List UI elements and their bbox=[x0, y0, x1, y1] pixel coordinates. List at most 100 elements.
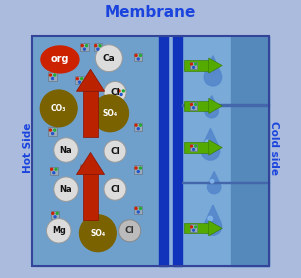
Polygon shape bbox=[209, 221, 222, 236]
Circle shape bbox=[88, 207, 91, 209]
Text: SO₄: SO₄ bbox=[90, 229, 105, 238]
Text: SO₄: SO₄ bbox=[102, 109, 118, 118]
FancyBboxPatch shape bbox=[50, 167, 58, 175]
FancyBboxPatch shape bbox=[48, 128, 57, 136]
Circle shape bbox=[97, 48, 99, 50]
Circle shape bbox=[76, 78, 78, 80]
Polygon shape bbox=[202, 128, 219, 147]
Polygon shape bbox=[206, 96, 218, 108]
Text: Cl: Cl bbox=[110, 147, 120, 156]
Bar bbox=[82, 175, 98, 220]
Circle shape bbox=[104, 81, 126, 103]
FancyBboxPatch shape bbox=[48, 72, 57, 81]
Polygon shape bbox=[76, 69, 105, 91]
Circle shape bbox=[95, 45, 97, 47]
Circle shape bbox=[122, 90, 124, 92]
Circle shape bbox=[191, 104, 192, 105]
Circle shape bbox=[51, 168, 53, 170]
FancyBboxPatch shape bbox=[134, 53, 142, 61]
Circle shape bbox=[193, 148, 194, 150]
Bar bbox=[182, 36, 269, 266]
Polygon shape bbox=[76, 152, 105, 175]
Text: Cl: Cl bbox=[125, 226, 135, 235]
Circle shape bbox=[191, 226, 192, 228]
FancyBboxPatch shape bbox=[190, 224, 197, 232]
Bar bbox=[184, 142, 209, 153]
FancyBboxPatch shape bbox=[75, 76, 84, 85]
Text: Membrane: Membrane bbox=[105, 6, 196, 21]
FancyBboxPatch shape bbox=[134, 165, 142, 174]
Circle shape bbox=[54, 216, 56, 218]
Polygon shape bbox=[205, 56, 221, 73]
Circle shape bbox=[88, 124, 91, 126]
FancyBboxPatch shape bbox=[190, 144, 197, 152]
Circle shape bbox=[93, 124, 95, 126]
Text: CO₃: CO₃ bbox=[51, 104, 67, 113]
Text: Na: Na bbox=[60, 185, 72, 194]
Circle shape bbox=[91, 128, 93, 130]
Circle shape bbox=[51, 133, 54, 135]
FancyBboxPatch shape bbox=[117, 88, 125, 97]
Circle shape bbox=[195, 63, 197, 65]
Text: Cold side: Cold side bbox=[269, 121, 279, 175]
Circle shape bbox=[204, 68, 222, 86]
Circle shape bbox=[208, 104, 211, 107]
Circle shape bbox=[195, 226, 197, 228]
Text: Cl: Cl bbox=[110, 185, 120, 194]
FancyBboxPatch shape bbox=[190, 102, 197, 110]
Polygon shape bbox=[209, 140, 222, 155]
Circle shape bbox=[83, 169, 85, 171]
Circle shape bbox=[49, 74, 51, 76]
Circle shape bbox=[52, 212, 54, 214]
Circle shape bbox=[53, 172, 55, 174]
Circle shape bbox=[207, 180, 221, 194]
Circle shape bbox=[195, 104, 197, 105]
Circle shape bbox=[81, 45, 83, 47]
Polygon shape bbox=[209, 58, 222, 73]
Bar bbox=[182, 105, 269, 106]
Circle shape bbox=[193, 107, 194, 109]
Circle shape bbox=[79, 81, 80, 83]
Bar bbox=[184, 101, 209, 111]
Polygon shape bbox=[205, 205, 221, 222]
Text: Cl: Cl bbox=[110, 88, 120, 97]
Circle shape bbox=[135, 167, 137, 169]
Ellipse shape bbox=[41, 46, 79, 73]
Circle shape bbox=[81, 78, 83, 80]
FancyBboxPatch shape bbox=[94, 43, 102, 51]
Circle shape bbox=[205, 140, 210, 145]
Circle shape bbox=[139, 207, 141, 209]
Circle shape bbox=[137, 128, 139, 130]
Circle shape bbox=[135, 54, 137, 56]
Circle shape bbox=[54, 129, 56, 131]
Bar bbox=[159, 36, 168, 266]
Circle shape bbox=[193, 66, 194, 68]
Circle shape bbox=[56, 212, 58, 214]
Bar bbox=[32, 36, 269, 266]
Circle shape bbox=[208, 67, 213, 71]
Bar bbox=[172, 36, 182, 266]
Circle shape bbox=[137, 58, 139, 60]
Circle shape bbox=[104, 140, 126, 162]
Bar bbox=[182, 182, 269, 183]
Circle shape bbox=[55, 168, 57, 170]
Circle shape bbox=[135, 124, 137, 126]
Circle shape bbox=[81, 166, 83, 168]
Bar bbox=[32, 36, 269, 266]
FancyBboxPatch shape bbox=[51, 211, 59, 219]
Circle shape bbox=[191, 63, 192, 65]
Bar bbox=[184, 60, 209, 71]
Circle shape bbox=[139, 124, 141, 126]
Text: Ca: Ca bbox=[103, 54, 115, 63]
Circle shape bbox=[195, 145, 197, 147]
Circle shape bbox=[51, 78, 54, 80]
Circle shape bbox=[210, 180, 214, 183]
Circle shape bbox=[118, 90, 120, 92]
Circle shape bbox=[40, 90, 77, 127]
Circle shape bbox=[54, 74, 56, 76]
Circle shape bbox=[119, 220, 141, 242]
Circle shape bbox=[204, 218, 222, 235]
FancyBboxPatch shape bbox=[134, 206, 142, 214]
Circle shape bbox=[54, 138, 78, 162]
FancyBboxPatch shape bbox=[190, 62, 197, 70]
